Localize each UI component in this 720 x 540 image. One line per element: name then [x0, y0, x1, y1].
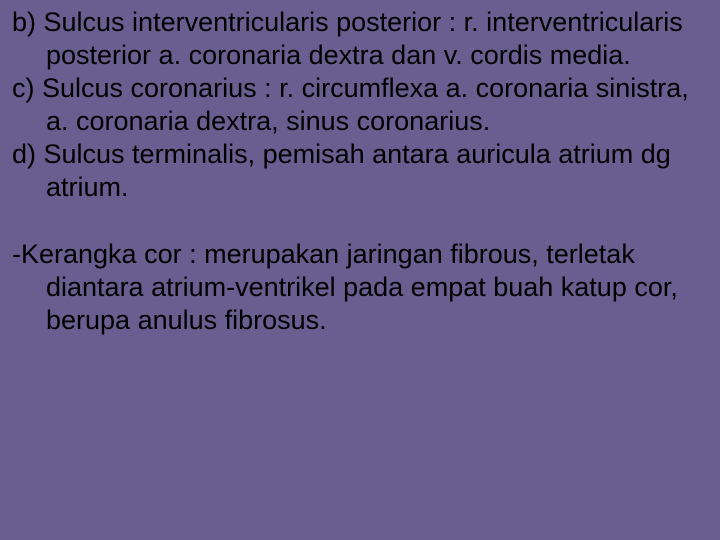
list-item-c: c) Sulcus coronarius : r. circumflexa a.… [12, 72, 708, 138]
paragraph-gap [12, 204, 708, 238]
list-item-kerangka: -Kerangka cor : merupakan jaringan fibro… [12, 238, 708, 337]
list-item-d: d) Sulcus terminalis, pemisah antara aur… [12, 138, 708, 204]
slide-body: b) Sulcus interventricularis posterior :… [0, 0, 720, 540]
list-item-b: b) Sulcus interventricularis posterior :… [12, 6, 708, 72]
